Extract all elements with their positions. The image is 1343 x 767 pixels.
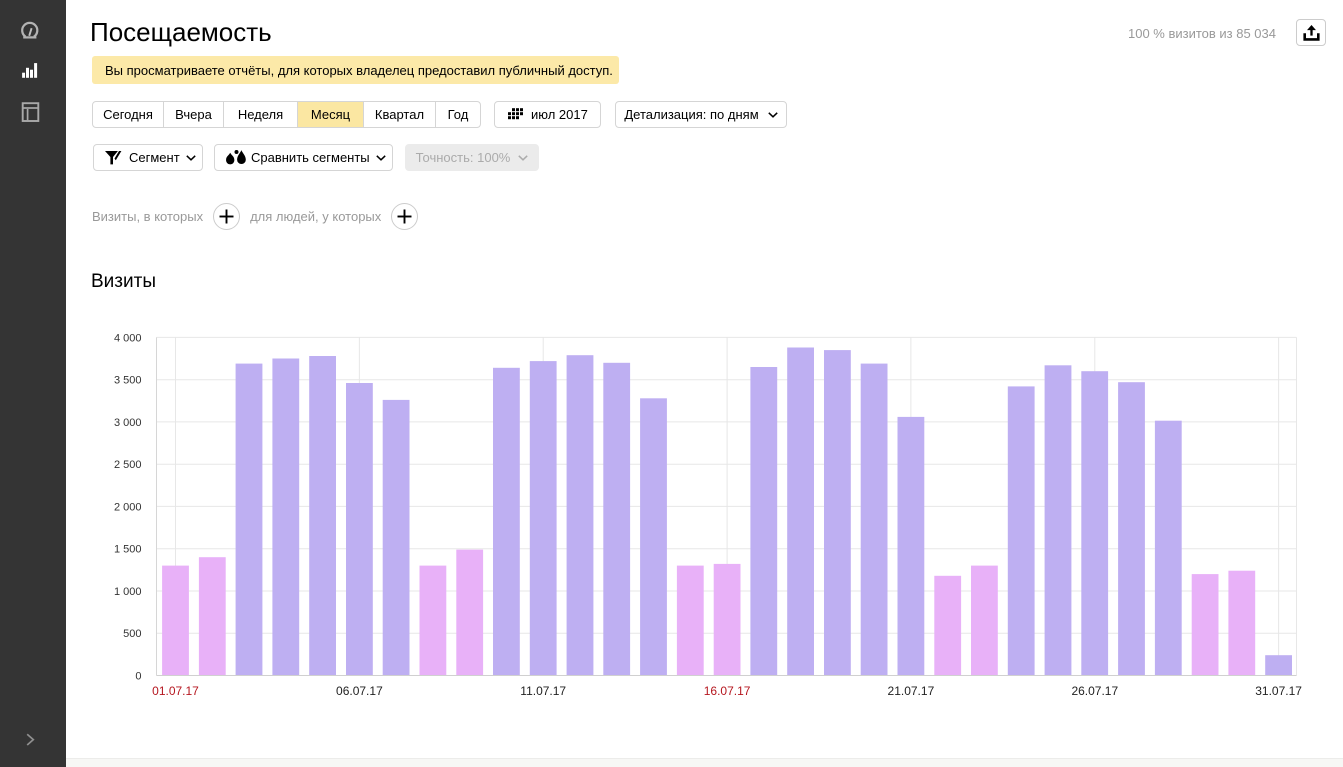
svg-text:21.07.17: 21.07.17: [888, 684, 935, 698]
svg-text:500: 500: [123, 628, 141, 640]
svg-text:2 500: 2 500: [114, 459, 142, 471]
svg-text:3 000: 3 000: [114, 417, 142, 429]
svg-text:26.07.17: 26.07.17: [1071, 684, 1118, 698]
svg-text:0: 0: [135, 671, 141, 683]
svg-text:01.07.17: 01.07.17: [152, 684, 199, 698]
svg-text:06.07.17: 06.07.17: [336, 684, 383, 698]
svg-text:11.07.17: 11.07.17: [520, 684, 566, 698]
svg-text:4 000: 4 000: [114, 332, 142, 344]
svg-text:3 500: 3 500: [114, 375, 142, 387]
svg-text:2 000: 2 000: [114, 501, 142, 513]
svg-text:1 000: 1 000: [114, 586, 142, 598]
svg-text:16.07.17: 16.07.17: [704, 684, 751, 698]
svg-text:1 500: 1 500: [114, 544, 142, 556]
svg-text:31.07.17: 31.07.17: [1255, 684, 1302, 698]
